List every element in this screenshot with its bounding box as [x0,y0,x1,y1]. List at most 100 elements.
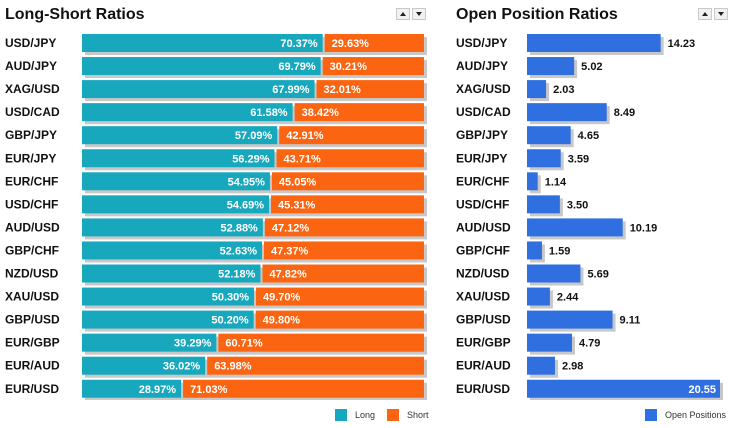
short-bar [218,333,424,352]
long-bar [82,80,315,99]
short-value-label: 71.03% [190,384,228,396]
category-label: USD/JPY [456,36,507,50]
open-position-bar [527,126,571,145]
long-bar [82,172,270,191]
open-position-bar [527,195,560,214]
category-label: EUR/CHF [5,174,58,188]
category-label: XAU/USD [456,290,510,304]
open-position-legend: Open Positions [645,409,738,421]
open-position-bar [527,218,623,237]
short-bar [256,287,424,306]
category-label: GBP/USD [456,313,511,327]
open-position-value-label: 2.98 [562,361,583,373]
short-value-label: 47.37% [271,245,309,257]
open-position-bar [527,287,550,306]
long-bar [82,149,275,168]
short-bar [276,149,424,168]
category-label: EUR/USD [5,382,59,396]
long-value-label: 50.20% [211,315,249,327]
open-position-bar [527,57,575,76]
legend-long-label: Long [355,410,376,420]
long-bar [82,57,321,76]
open-position-bar [527,149,561,168]
open-position-value-label: 9.11 [620,315,641,327]
open-position-bar [527,379,720,398]
category-label: EUR/AUD [5,359,60,373]
long-value-label: 54.69% [227,199,265,211]
long-value-label: 57.09% [235,130,273,142]
category-label: USD/CHF [5,197,58,211]
short-value-label: 47.82% [269,269,307,281]
open-position-bar [527,34,661,52]
open-position-value-label: 4.65 [578,130,599,142]
category-label: NZD/USD [5,267,59,281]
category-label: USD/CHF [456,197,509,211]
open-position-value-label: 2.03 [553,84,574,96]
short-value-label: 43.71% [284,153,322,165]
long-bar [82,126,278,145]
long-value-label: 50.30% [212,292,250,304]
long-bar [82,333,217,352]
category-label: EUR/GBP [5,336,60,350]
short-value-label: 32.01% [324,84,362,96]
short-bar [263,241,424,260]
long-short-legend: Long Short [335,409,441,421]
long-short-chart: USD/JPY 70.37% 29.63% AUD/JPY 69.79% 30.21% XA… [5,34,427,400]
category-label: GBP/JPY [5,128,57,142]
open-position-bar [527,356,555,375]
open-position-value-label: 20.55 [688,384,716,396]
category-label: EUR/JPY [5,151,56,165]
category-label: AUD/USD [456,220,511,234]
legend-long-swatch [335,409,347,421]
category-label: GBP/CHF [5,243,59,257]
open-position-bar [527,241,542,260]
category-label: EUR/GBP [456,336,511,350]
short-bar [316,80,424,99]
long-bar [82,379,182,398]
short-value-label: 63.98% [214,361,252,373]
open-position-value-label: 2.44 [557,292,579,304]
short-bar [271,172,424,191]
open-position-bar [527,103,607,122]
short-bar [279,126,424,145]
long-bar [82,264,261,283]
category-label: XAU/USD [5,290,59,304]
category-label: EUR/CHF [456,174,509,188]
open-position-value-label: 1.14 [545,176,567,188]
open-position-bar [527,264,581,283]
short-bar [183,379,424,398]
open-position-value-label: 8.49 [614,107,635,119]
category-label: USD/JPY [5,36,56,50]
open-position-title: Open Position Ratios [456,6,618,23]
short-value-label: 47.12% [272,222,310,234]
sort-down-icon[interactable] [714,8,728,20]
sort-up-icon[interactable] [396,8,410,20]
long-value-label: 69.79% [278,61,316,73]
sort-down-icon[interactable] [412,8,426,20]
short-value-label: 42.91% [286,130,324,142]
long-value-label: 52.63% [220,245,258,257]
short-bar [322,57,424,76]
category-label: EUR/USD [456,382,510,396]
sort-up-icon[interactable] [698,8,712,20]
open-position-value-label: 14.23 [668,38,696,50]
short-value-label: 49.80% [263,315,301,327]
short-value-label: 38.42% [302,107,340,119]
legend-short-swatch [387,409,400,421]
long-value-label: 67.99% [272,84,310,96]
open-position-value-label: 1.59 [549,245,570,257]
open-position-bar [527,80,547,99]
short-value-label: 45.31% [278,199,316,211]
long-value-label: 54.95% [228,176,266,188]
long-bar [82,103,293,122]
open-position-value-label: 5.69 [587,269,608,281]
category-label: XAG/USD [5,82,60,96]
short-bar [271,195,424,214]
long-bar [82,356,206,375]
long-bar [82,241,262,260]
category-label: NZD/USD [456,267,510,281]
legend-open-swatch [645,409,657,421]
category-label: AUD/JPY [456,59,508,73]
long-value-label: 56.29% [232,153,270,165]
short-value-label: 49.70% [263,292,301,304]
